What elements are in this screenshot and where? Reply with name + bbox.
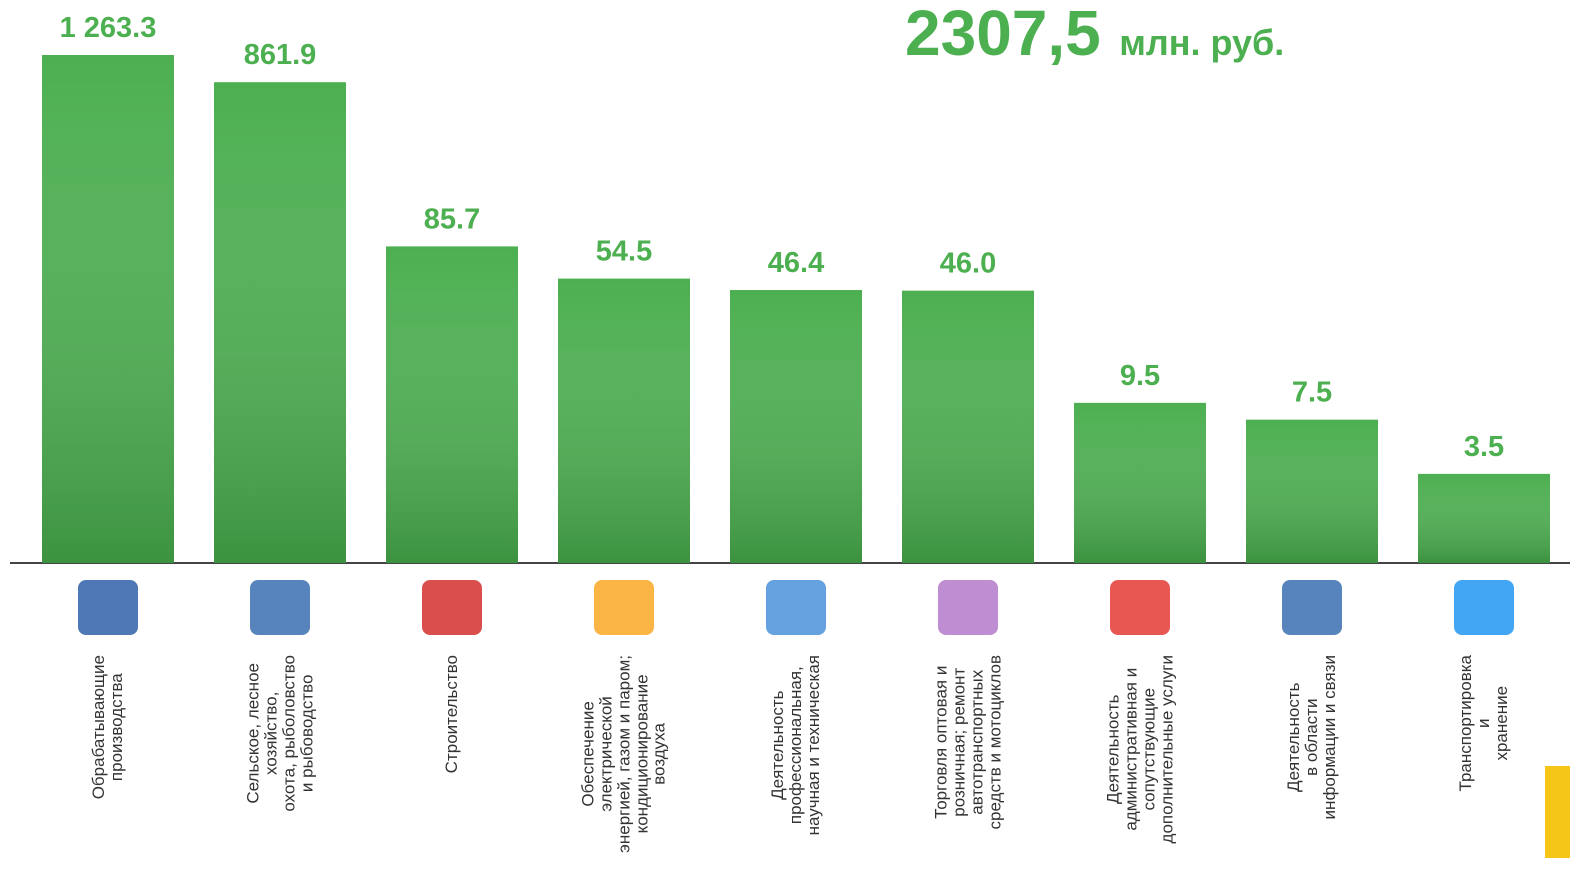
total-title: 2307,5 млн. руб.: [905, 0, 1284, 69]
page: 2307,5 млн. руб. 1 263.3 861.9 85.7 54.5 46.…: [0, 0, 1570, 875]
decor-block: [1545, 766, 1570, 858]
bar-shade: [42, 55, 174, 563]
category-label: Строительство: [443, 655, 461, 773]
bar-shade: [1418, 474, 1550, 563]
bar-shade: [1246, 420, 1378, 563]
category-label: Торговля оптовая и розничная; ремонт авт…: [932, 655, 1003, 830]
icon: [1282, 580, 1342, 635]
icon: [422, 580, 482, 635]
category-label: Сельское, лесное хозяйство, охота, рыбол…: [244, 655, 315, 812]
bar-shade: [730, 290, 862, 563]
bar-shade: [214, 82, 346, 563]
category-label: Деятельность в области информации и связ…: [1285, 655, 1339, 819]
value-label: 85.7: [424, 203, 480, 235]
bar-shade: [1074, 403, 1206, 563]
icon: [938, 580, 998, 635]
category-label: Деятельность административная и сопутств…: [1104, 655, 1175, 843]
icon: [78, 580, 138, 635]
icon: [250, 580, 310, 635]
bar-shade: [386, 246, 518, 563]
total: 2307,5: [905, 0, 1101, 69]
value-label: 1 263.3: [60, 12, 157, 44]
icon: [594, 580, 654, 635]
value-label: 46.0: [940, 248, 996, 280]
icon: [1454, 580, 1514, 635]
bar-shade: [558, 279, 690, 563]
category-label: Деятельность профессиональная, научная и…: [769, 655, 823, 835]
value-label: 861.9: [244, 39, 317, 71]
category-label: Обрабатывающие производства: [90, 655, 126, 799]
icon: [766, 580, 826, 635]
category-label: Транспортировка и хранение: [1457, 655, 1511, 791]
value-label: 7.5: [1292, 377, 1332, 409]
category-label: Обеспечение электрической энергией, газо…: [579, 655, 668, 853]
unit: млн. руб.: [1119, 22, 1284, 63]
value-label: 9.5: [1120, 360, 1160, 392]
icon: [1110, 580, 1170, 635]
bar-shade: [902, 291, 1034, 563]
value-label: 54.5: [596, 236, 652, 268]
value-label: 3.5: [1464, 431, 1504, 463]
value-label: 46.4: [768, 247, 824, 279]
